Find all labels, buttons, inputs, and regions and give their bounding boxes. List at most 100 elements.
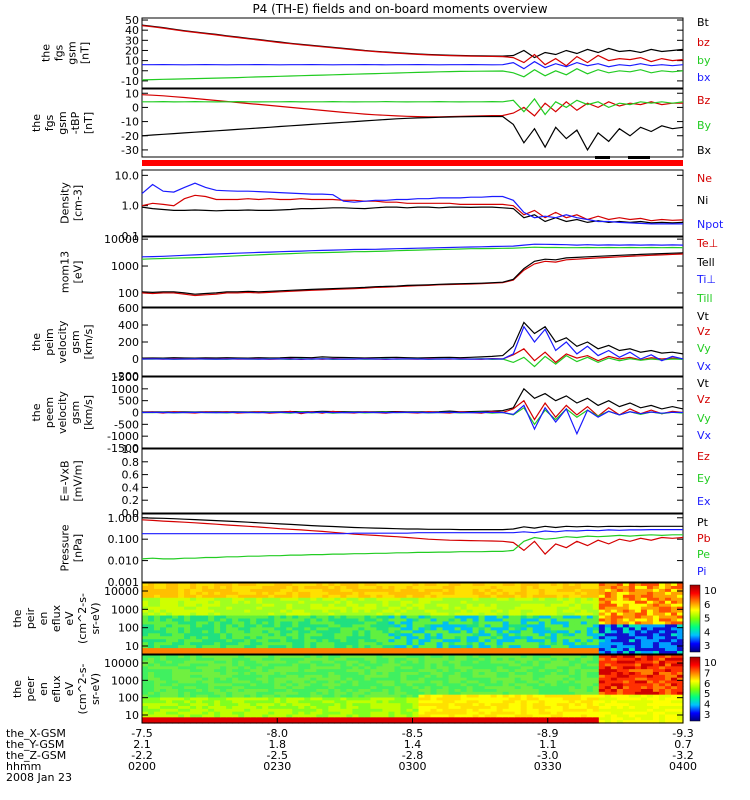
series-Pb xyxy=(141,519,684,555)
y-tick-label: 100 xyxy=(118,692,139,705)
x-row-label: the_Z-GSM xyxy=(6,749,66,762)
x-tick-label: -2.2 xyxy=(131,749,152,762)
y-axis-label: thefgsgsm-tBP[nT] xyxy=(30,111,95,134)
panel-5: 600 400 200 0 -200 thepeimvelocitygsm[km/s] Vt… xyxy=(30,302,712,383)
x-tick-label: -3.0 xyxy=(537,749,558,762)
legend-Till: Till xyxy=(696,292,713,305)
y-tick-label: 0.8 xyxy=(122,456,140,469)
y-tick-label: 0.100 xyxy=(108,533,140,546)
y-tick-label: 30 xyxy=(125,34,139,47)
colorbar-tick: 5 xyxy=(704,689,710,700)
y-tick-label: 0.1 xyxy=(122,230,140,243)
colorbar-tick: 3 xyxy=(704,710,710,721)
series-Tell xyxy=(141,252,684,295)
x-tick-label: 0200 xyxy=(128,760,156,773)
y-tick-label: -20 xyxy=(121,130,139,143)
y-tick-label: 10 xyxy=(125,709,139,722)
y-tick-label: 100 xyxy=(118,622,139,635)
legend-Vz: Vz xyxy=(697,325,711,338)
series-Pt xyxy=(141,517,683,531)
series-Till xyxy=(141,246,684,260)
y-tick-label: -30 xyxy=(121,144,139,157)
x-tick-label: 0400 xyxy=(669,760,697,773)
y-tick-label: 1.0 xyxy=(122,443,140,456)
panel-frame xyxy=(141,169,684,237)
x-row-label: the_Y-GSM xyxy=(6,738,64,751)
y-tick-label: 10 xyxy=(125,55,139,68)
legend-Ni: Ni xyxy=(697,194,708,207)
x-tick-label: 0300 xyxy=(399,760,427,773)
colorbar-tick: 6 xyxy=(704,600,710,611)
y-axis-label: thepeirenefluxeV(cm^2-s-sr-eV) xyxy=(11,593,102,644)
y-tick-label: 1.0 xyxy=(122,200,140,213)
y-tick-label: -500 xyxy=(114,418,139,431)
colorbar-tick: 10 xyxy=(704,586,717,597)
y-tick-label: 500 xyxy=(118,395,139,408)
x-tick-label: 2.1 xyxy=(133,738,151,751)
legend-Vx: Vx xyxy=(697,360,712,373)
series-by xyxy=(141,68,684,81)
panel-frame xyxy=(141,513,684,583)
y-axis-label: thepeemvelocitygsm[km/s] xyxy=(30,391,95,434)
y-axis-label: thefgsgsm[nT] xyxy=(40,41,92,64)
plot-title: P4 (TH-E) fields and on-board moments ov… xyxy=(252,2,547,16)
legend-Vz: Vz xyxy=(697,393,711,406)
x-tick-label: -3.2 xyxy=(672,749,693,762)
series-Vx xyxy=(141,404,684,436)
series-Bt xyxy=(141,24,684,59)
y-tick-label: 10 xyxy=(125,87,139,100)
legend-Ey: Ey xyxy=(697,472,711,485)
panel-frame xyxy=(141,236,684,308)
legend-by: by xyxy=(697,54,711,67)
panel-8: 1.000 0.100 0.010 0.001 Pressure[nPa] Pt Pb Pe P… xyxy=(59,512,711,589)
y-tick-label: 0.0 xyxy=(122,507,140,520)
series-By xyxy=(142,97,684,116)
x-tick-label: -8.9 xyxy=(537,727,558,740)
y-tick-label: 10000 xyxy=(104,585,139,598)
panel-frame xyxy=(141,307,684,377)
y-tick-label: 1500 xyxy=(111,371,139,384)
y-tick-label: 1000 xyxy=(111,260,139,273)
legend-Ne: Ne xyxy=(697,172,712,185)
series-Ne xyxy=(141,194,684,222)
series-Pe xyxy=(141,534,683,560)
y-tick-label: 10.0 xyxy=(115,169,140,182)
panel-frame xyxy=(141,17,684,89)
y-tick-label: 200 xyxy=(118,336,139,349)
series-bz xyxy=(141,25,684,67)
y-tick-label: 1.000 xyxy=(108,512,140,525)
x-tick-label: 1.8 xyxy=(269,738,287,751)
colorbar-tick: 4 xyxy=(704,627,710,638)
burst-mark xyxy=(628,156,650,159)
legend-Bx: Bx xyxy=(697,144,712,157)
y-tick-label: 50 xyxy=(125,14,139,27)
legend-Ex: Ex xyxy=(697,495,711,508)
legend-Pb: Pb xyxy=(697,532,711,545)
panel-9: 10 6 5 4 3 10000 1000 100 10 thepeirenefluxeV(cm^… xyxy=(11,582,717,655)
x-tick-label: 0330 xyxy=(534,760,562,773)
series-Ni xyxy=(141,206,684,224)
colorbar-tick: 7 xyxy=(704,668,710,679)
legend-Vt: Vt xyxy=(697,310,710,323)
y-axis-label: Pressure[nPa] xyxy=(59,524,85,571)
x-tick-label: -8.5 xyxy=(402,727,423,740)
series-Te⊥ xyxy=(141,253,684,297)
panel-10: 107654310000100010010thepeerenefluxeV(cm… xyxy=(11,654,717,724)
y-tick-label: 600 xyxy=(118,302,139,315)
legend-Vt: Vt xyxy=(697,377,710,390)
x-tick-label: -9.3 xyxy=(672,727,693,740)
legend-Pt: Pt xyxy=(697,516,709,529)
y-tick-label: -10 xyxy=(121,75,139,88)
legend-Te⊥: Te⊥ xyxy=(696,237,718,250)
y-tick-label: -10 xyxy=(121,116,139,129)
colorbar-tick: 4 xyxy=(704,700,710,711)
y-tick-label: -1000 xyxy=(107,430,139,443)
y-tick-label: 0 xyxy=(132,353,139,366)
y-tick-label: 0.001 xyxy=(108,576,140,589)
y-axis-label: Density[cm-3] xyxy=(59,182,85,224)
y-tick-label: 0.6 xyxy=(122,469,140,482)
series-bx xyxy=(142,60,684,70)
panel-frame xyxy=(141,88,684,158)
